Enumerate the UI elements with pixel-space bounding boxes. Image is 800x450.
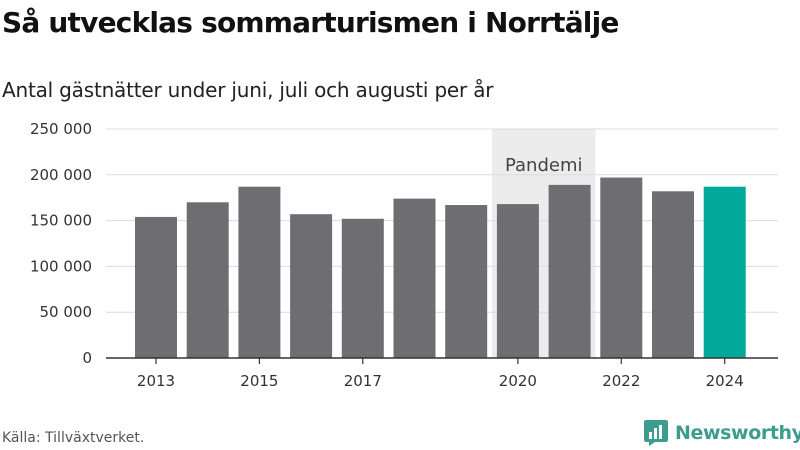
x-tick-label: 2020	[499, 372, 537, 390]
x-tick-label: 2024	[706, 372, 744, 390]
x-tick-label: 2017	[344, 372, 382, 390]
y-tick-label: 50 000	[40, 303, 93, 321]
chart-title: Så utvecklas sommarturismen i Norrtälje	[2, 6, 619, 39]
newsworthy-logo-text: Newsworthy	[675, 422, 800, 444]
bar-2021	[548, 184, 591, 358]
bar-2024	[703, 186, 746, 358]
x-tick-label: 2015	[240, 372, 278, 390]
y-tick-label: 0	[82, 349, 92, 367]
x-tick-label: 2022	[602, 372, 640, 390]
y-tick-label: 250 000	[30, 120, 92, 138]
bar-2016	[290, 214, 333, 358]
source-note: Källa: Tillväxtverket.	[2, 430, 145, 446]
y-tick-label: 200 000	[30, 166, 92, 184]
x-tick-label: 2013	[137, 372, 175, 390]
bar-2023	[652, 191, 694, 358]
bar-2013	[135, 216, 177, 358]
pandemic-label: Pandemi	[505, 155, 583, 176]
bar-2014	[186, 202, 229, 358]
bar-2018	[393, 198, 436, 358]
bar-2015	[238, 186, 281, 358]
y-tick-label: 100 000	[30, 257, 92, 275]
newsworthy-logo-icon	[644, 420, 668, 446]
bar-2017	[341, 218, 384, 358]
chart-subtitle: Antal gästnätter under juni, juli och au…	[2, 78, 494, 102]
bar-2020	[496, 204, 539, 358]
bar-2022	[600, 177, 643, 358]
newsworthy-logo: Newsworthy	[644, 420, 800, 446]
bar-2019	[445, 205, 488, 358]
y-tick-label: 150 000	[30, 212, 92, 230]
